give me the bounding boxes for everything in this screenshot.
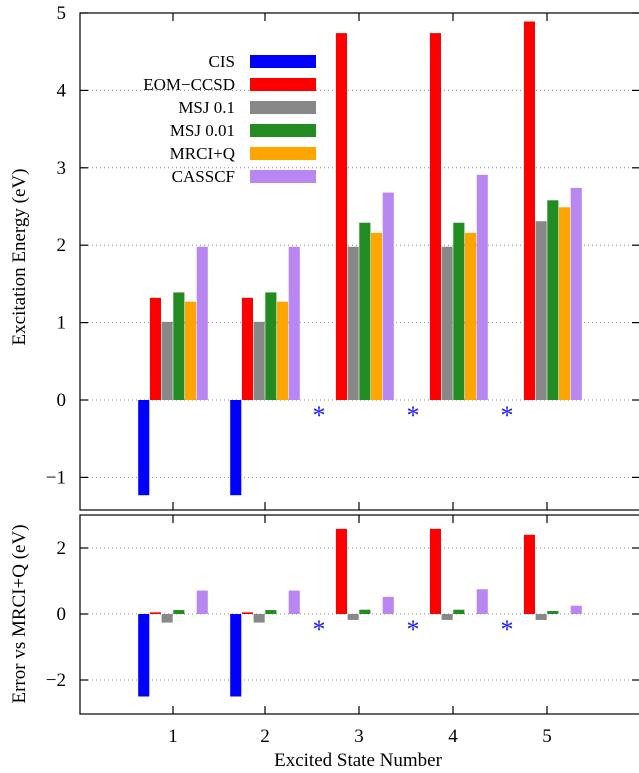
bottom-bar: [149, 612, 161, 614]
bottom-bar: [241, 612, 253, 614]
x-tick-label: 3: [354, 726, 364, 747]
top-bar: [382, 192, 394, 400]
top-bar: [570, 187, 582, 400]
bottom-y-tick-label: 0: [57, 604, 67, 625]
legend-swatch: [250, 101, 316, 114]
bottom-bar: [535, 614, 547, 620]
top-bar: [288, 246, 300, 400]
bottom-y-tick-label: 2: [57, 538, 67, 559]
top-star-marker: *: [501, 401, 514, 430]
bottom-bar: [265, 610, 277, 614]
legend-swatch: [250, 55, 316, 68]
top-bar: [196, 246, 208, 400]
top-star-marker: *: [407, 401, 420, 430]
legend-label: MSJ 0.01: [170, 121, 235, 140]
top-y-tick-label: 1: [57, 313, 67, 334]
x-tick-label: 4: [448, 726, 458, 747]
top-y-tick-label: −1: [46, 467, 66, 488]
bottom-bar: [173, 610, 185, 614]
top-bar: [173, 292, 185, 400]
top-bar: [241, 297, 253, 400]
top-bar: [161, 321, 173, 400]
top-y-tick-label: 5: [57, 3, 67, 24]
bottom-y-axis-title: Error vs MRCI+Q (eV): [9, 524, 30, 703]
top-y-tick-label: 4: [57, 80, 67, 101]
top-bar: [465, 232, 477, 400]
top-bar: [347, 246, 359, 400]
top-y-axis-title: Excitation Energy (eV): [9, 169, 30, 346]
top-y-tick-label: 0: [57, 390, 67, 411]
top-bar: [277, 301, 289, 400]
bottom-bar: [347, 614, 359, 620]
bottom-chart-panel: * * * −2 0 2 1 2 3 4 5: [46, 514, 639, 747]
legend-label: CIS: [209, 52, 235, 71]
x-tick-label: 5: [542, 726, 552, 747]
top-bar: [335, 33, 347, 401]
top-y-tick-label: 2: [57, 235, 67, 256]
top-bar: [476, 174, 488, 400]
bottom-bar: [453, 609, 465, 614]
bottom-bar: [523, 534, 535, 614]
top-chart-panel: * * * −1 0 1 2 3 4 5 CIS EOM−CCSD MSJ 0.1 MSJ 0.01 MRC…: [46, 3, 639, 511]
bottom-bar: [382, 596, 394, 614]
bottom-bar: [547, 611, 559, 614]
top-star-marker: *: [313, 401, 326, 430]
top-bar: [441, 246, 453, 400]
top-bar: [265, 292, 277, 400]
bottom-bar: [335, 528, 347, 614]
top-bar: [185, 301, 197, 400]
top-bar: [371, 232, 383, 400]
legend-label: MRCI+Q: [170, 144, 235, 163]
legend-swatch: [250, 170, 316, 183]
bottom-star-marker: *: [407, 615, 420, 644]
bottom-bar: [161, 614, 173, 623]
bottom-bar: [441, 614, 453, 620]
bottom-bar: [476, 589, 488, 614]
legend-swatch: [250, 147, 316, 160]
legend-label: MSJ 0.1: [178, 98, 235, 117]
top-bar: [535, 221, 547, 400]
bottom-bar: [288, 590, 300, 614]
legend-swatch: [250, 78, 316, 91]
top-bar: [253, 321, 265, 400]
bottom-y-tick-label: −2: [46, 670, 66, 691]
legend-label: CASSCF: [172, 167, 235, 186]
legend: CIS EOM−CCSD MSJ 0.1 MSJ 0.01 MRCI+Q CASSCF: [143, 52, 316, 186]
bottom-bar: [230, 614, 242, 697]
top-bar: [359, 222, 371, 400]
bottom-bar: [196, 590, 208, 614]
x-axis-title: Excited State Number: [274, 750, 442, 771]
legend-label: EOM−CCSD: [143, 75, 235, 94]
bottom-bar: [570, 605, 582, 614]
top-bar: [138, 400, 150, 496]
top-bar: [453, 222, 465, 400]
top-bar: [559, 207, 571, 400]
top-bar: [149, 297, 161, 400]
top-y-tick-label: 3: [57, 158, 67, 179]
top-bar: [429, 33, 441, 401]
top-plot-frame: [79, 12, 639, 511]
bottom-bar: [138, 614, 150, 697]
bottom-bar: [359, 609, 371, 614]
top-bar: [230, 400, 242, 496]
bottom-star-marker: *: [313, 615, 326, 644]
bottom-star-marker: *: [501, 615, 514, 644]
legend-swatch: [250, 124, 316, 137]
top-bar: [523, 21, 535, 400]
bottom-bar: [253, 614, 265, 623]
top-bar: [547, 200, 559, 400]
x-tick-label: 2: [260, 726, 270, 747]
x-tick-label: 1: [168, 726, 178, 747]
bottom-bar: [429, 528, 441, 614]
